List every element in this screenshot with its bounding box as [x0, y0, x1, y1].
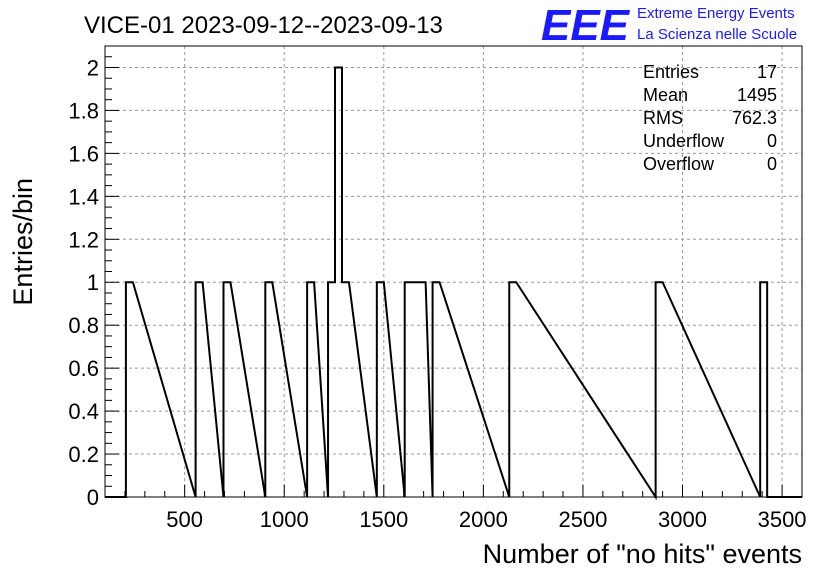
stats-value: 0 — [767, 131, 777, 151]
x-tick-label: 3500 — [758, 507, 807, 532]
histogram-bin — [760, 282, 767, 497]
y-tick-label: 1.4 — [68, 184, 99, 209]
histogram-bin — [509, 282, 516, 497]
x-tick-label: 1500 — [359, 507, 408, 532]
y-tick-label: 0.4 — [68, 399, 99, 424]
stats-label: Overflow — [643, 154, 715, 174]
stats-label: Entries — [643, 62, 699, 82]
chart-title: VICE-01 2023-09-12--2023-09-13 — [84, 12, 443, 39]
histogram-bin — [419, 282, 426, 497]
x-axis-label: Number of "no hits" events — [483, 539, 802, 569]
histogram-outline — [105, 66, 802, 501]
histogram-bin — [377, 282, 384, 497]
x-tick-label: 1000 — [260, 507, 309, 532]
histogram-bin — [433, 282, 440, 497]
histogram-bin — [405, 282, 412, 497]
stats-label: Mean — [643, 85, 688, 105]
stats-label: RMS — [643, 108, 683, 128]
x-tick-label: 2500 — [558, 507, 607, 532]
stats-value: 17 — [757, 62, 777, 82]
axes: 500 1000 1500 2000 2500 3000 3500 0 0.2 0.4 0.6 0.8… — [68, 45, 807, 532]
y-tick-label: 1.8 — [68, 98, 99, 123]
histogram-bin — [223, 282, 230, 497]
y-tick-label: 0 — [87, 485, 99, 510]
histogram-bin — [126, 282, 133, 497]
y-tick-label: 1 — [87, 270, 99, 295]
histogram-bin — [335, 67, 342, 497]
y-tick-label: 1.2 — [68, 227, 99, 252]
eee-logo: EEE Extreme Energy Events La Scienza nel… — [541, 1, 797, 50]
histogram-bin — [342, 282, 349, 497]
stats-value: 0 — [767, 154, 777, 174]
stats-value: 762.3 — [732, 108, 777, 128]
y-tick-label: 0.6 — [68, 356, 99, 381]
stats-box: Entries 17 Mean 1495 RMS 762.3 Underflow 0 Overf… — [643, 62, 777, 174]
y-tick-label: 0.8 — [68, 313, 99, 338]
logo-line2: La Scienza nelle Scuole — [637, 26, 797, 43]
stats-value: 1495 — [737, 85, 777, 105]
histogram-bin — [196, 282, 203, 497]
x-tick-label: 2000 — [459, 507, 508, 532]
histogram-bin — [328, 282, 335, 497]
logo-mark: EEE — [541, 1, 631, 50]
y-tick-label: 2 — [87, 55, 99, 80]
y-axis-label: Entries/bin — [8, 178, 38, 306]
histogram-bin — [656, 282, 663, 497]
stats-label: Underflow — [643, 131, 725, 151]
y-tick-label: 0.2 — [68, 442, 99, 467]
x-tick-label: 3000 — [658, 507, 707, 532]
y-tick-label: 1.6 — [68, 141, 99, 166]
histogram-bin — [412, 282, 419, 497]
histogram-bin — [265, 282, 272, 497]
x-tick-label: 500 — [166, 507, 203, 532]
histogram-bars — [105, 66, 802, 501]
logo-line1: Extreme Energy Events — [637, 5, 795, 22]
histogram-bin — [307, 282, 314, 497]
